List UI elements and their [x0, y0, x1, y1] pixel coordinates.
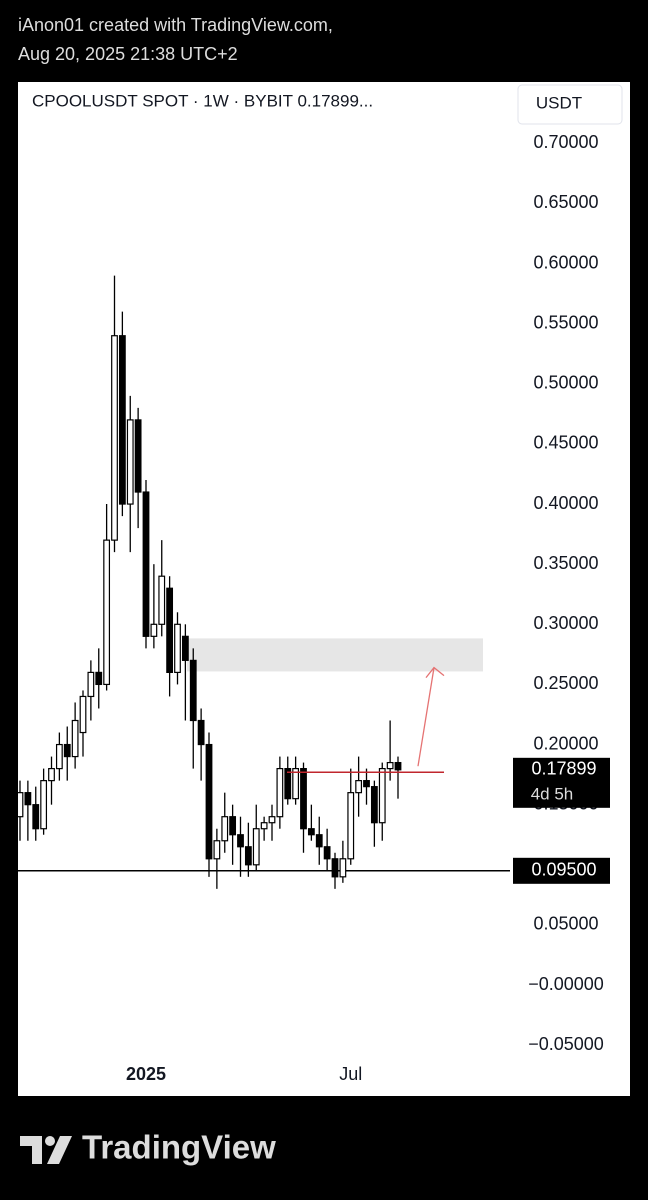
date-line: Aug 20, 2025 21:38 UTC+2 — [18, 44, 238, 64]
y-tick-label: 0.70000 — [533, 132, 598, 152]
chart-title: CPOOLUSDT SPOT · 1W · BYBIT 0.17899... — [32, 91, 373, 110]
candle-body — [197, 719, 205, 746]
candle-body — [244, 846, 252, 866]
candle-body — [71, 719, 79, 758]
y-tick-label: −0.05000 — [528, 1034, 604, 1054]
candle-body — [276, 768, 284, 818]
logo-shape — [45, 1136, 55, 1146]
candle-body — [63, 743, 71, 758]
candle-body — [300, 768, 307, 830]
candle-body — [166, 587, 174, 674]
logo-shape — [20, 1136, 42, 1164]
y-tick-label: 0.20000 — [533, 733, 598, 753]
candle-body — [181, 635, 189, 661]
candle-body — [323, 846, 331, 860]
currency: USDT — [536, 93, 582, 112]
y-tick-label: 0.65000 — [533, 192, 598, 212]
x-tick-label: Jul — [339, 1064, 362, 1084]
y-tick-label: 0.35000 — [533, 553, 598, 573]
candle-body — [213, 840, 221, 860]
y-tick-label: 0.05000 — [533, 914, 598, 934]
candle-body — [111, 335, 118, 541]
candle-body — [32, 804, 40, 830]
candle-body — [331, 858, 339, 878]
author-line: iAnon01 created with TradingView.com, — [18, 15, 333, 35]
y-tick-label: 0.50000 — [533, 373, 598, 393]
footer-brand: TradingView — [82, 1129, 276, 1166]
chart-panel — [18, 82, 630, 1096]
candle-body — [221, 816, 229, 842]
candle-body — [24, 792, 32, 806]
logo-shape — [47, 1136, 72, 1164]
support-label: 0.09500 — [531, 860, 596, 880]
zone — [187, 638, 483, 672]
candle-body — [347, 792, 355, 860]
y-tick-label: 0.40000 — [533, 493, 598, 513]
candle-body — [134, 419, 142, 493]
y-tick-label: −0.00000 — [528, 974, 604, 994]
y-tick-label: 0.55000 — [533, 312, 598, 332]
candle-body — [55, 743, 63, 770]
candle-body — [315, 834, 323, 848]
countdown: 4d 5h — [531, 784, 574, 803]
candle-body — [95, 671, 103, 686]
candle-body — [174, 623, 181, 674]
arrow-head — [425, 666, 445, 679]
y-tick-label: 0.30000 — [533, 613, 598, 633]
candle-body — [150, 623, 158, 637]
tv-logo — [20, 1136, 72, 1164]
candle-body — [87, 671, 95, 698]
candle-body — [378, 768, 386, 824]
candle-body — [355, 780, 363, 794]
candle-body — [229, 816, 237, 836]
candle-body — [158, 575, 166, 625]
candle-body — [126, 419, 134, 505]
last-price-box — [513, 757, 610, 808]
candle-body — [284, 768, 292, 800]
candle-body — [237, 834, 244, 848]
candle-body — [79, 695, 87, 734]
currency-box[interactable] — [517, 84, 623, 125]
candle-body — [307, 828, 315, 836]
candle-body — [370, 786, 378, 824]
candle-body — [292, 768, 300, 800]
candle-body — [252, 828, 260, 866]
candle-body — [386, 761, 394, 770]
x-tick-label: 2025 — [126, 1064, 166, 1084]
candle-body — [142, 491, 150, 637]
candle-body — [48, 768, 55, 782]
projection-arrow — [417, 667, 435, 767]
candle-body — [18, 792, 24, 818]
support-box — [513, 857, 610, 884]
y-tick-label: 0.60000 — [533, 252, 598, 272]
y-tick-label: 0.45000 — [533, 433, 598, 453]
candle-body — [394, 761, 402, 771]
candle-body — [118, 335, 126, 505]
last-price-label: 0.17899 — [531, 759, 596, 779]
candle-body — [339, 858, 347, 878]
candle-body — [189, 659, 197, 722]
candle-body — [40, 780, 48, 830]
candle-body — [260, 822, 268, 830]
candle-body — [268, 816, 276, 824]
y-tick-label: 0.25000 — [533, 673, 598, 693]
candle-body — [205, 743, 213, 860]
plot-area — [18, 275, 510, 889]
candle-body — [103, 539, 111, 686]
candle-body — [363, 780, 370, 788]
